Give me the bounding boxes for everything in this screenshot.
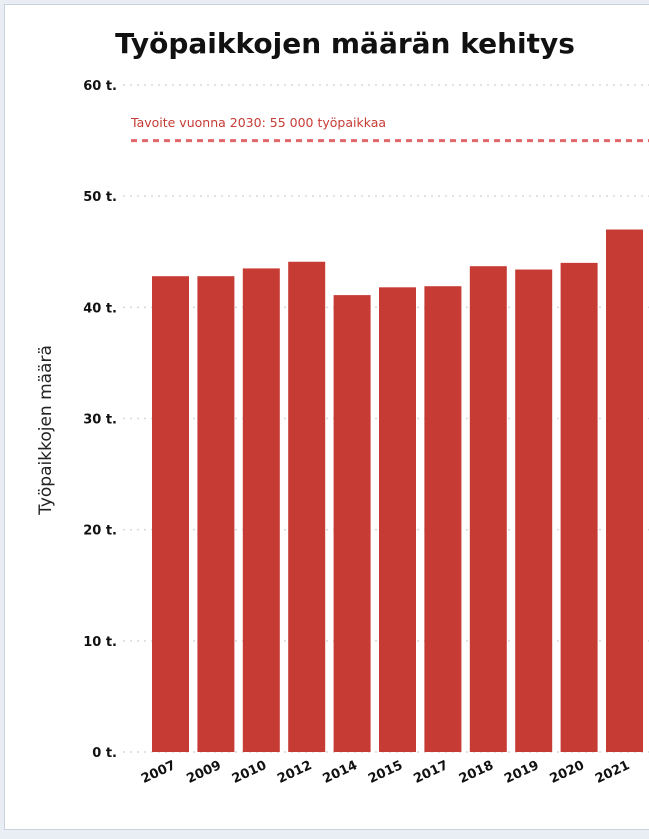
y-axis-label: Työpaikkojen määrä: [36, 345, 56, 516]
y-tick-label: 60 t.: [83, 79, 117, 94]
bar: [197, 276, 235, 752]
bar: [469, 266, 507, 752]
y-tick-label: 20 t.: [83, 524, 117, 539]
y-tick-label: 40 t.: [83, 301, 117, 316]
x-tick-label: 2014: [321, 758, 360, 787]
bar: [379, 287, 416, 752]
y-tick-label: 30 t.: [83, 413, 117, 428]
x-axis-ticks: 2007 2009 2010 2012 2014 2015 2017 2018 2019 2020…: [139, 758, 632, 787]
bar: [242, 268, 280, 752]
x-tick-label: 2019: [502, 758, 541, 787]
chart-title: Työpaikkojen määrän kehitys: [115, 27, 575, 60]
x-tick-label: 2007: [139, 758, 178, 787]
y-axis-ticks: 0 t. 10 t. 20 t. 30 t. 40 t. 50 t. 60 t.: [83, 79, 117, 761]
y-tick-label: 0 t.: [92, 746, 117, 761]
x-tick-label: 2018: [457, 758, 496, 787]
bar: [606, 229, 643, 752]
x-tick-label: 2012: [275, 758, 314, 787]
x-tick-label: 2020: [548, 758, 587, 787]
chart-frame: Työpaikkojen määrän kehitys Työpaikkojen…: [4, 4, 649, 830]
bar: [560, 262, 598, 752]
bar: [152, 276, 189, 752]
x-tick-label: 2015: [366, 758, 405, 787]
target-label: Tavoite vuonna 2030: 55 000 työpaikkaa: [130, 115, 386, 130]
bars: [152, 229, 643, 752]
x-tick-label: 2009: [184, 758, 223, 787]
bar-chart: Työpaikkojen määrän kehitys Työpaikkojen…: [36, 27, 649, 787]
y-tick-label: 10 t.: [83, 635, 117, 650]
bar: [333, 295, 371, 752]
x-tick-label: 2021: [593, 758, 632, 787]
x-tick-label: 2010: [230, 758, 269, 787]
bar: [288, 261, 326, 752]
bar: [515, 269, 553, 752]
x-tick-label: 2017: [411, 758, 450, 787]
y-tick-label: 50 t.: [83, 190, 117, 205]
bar: [424, 286, 462, 752]
